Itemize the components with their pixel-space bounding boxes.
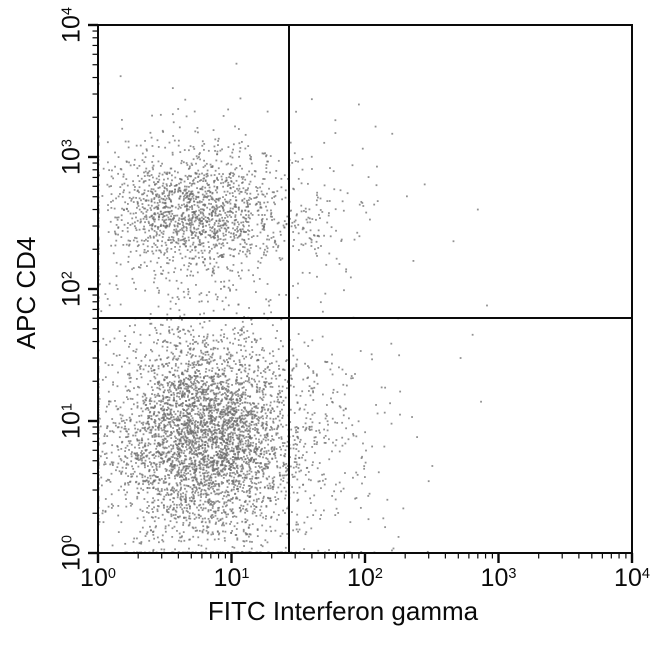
x-tick-label-1e2: 102 xyxy=(347,564,383,592)
x-axis-title: FITC Interferon gamma xyxy=(207,596,479,626)
y-tick-label-1e1: 101 xyxy=(57,403,86,439)
y-tick-label-1e3: 103 xyxy=(57,139,86,175)
x-tick-label-1e3: 103 xyxy=(480,564,517,592)
y-tick-label-1e0: 100 xyxy=(57,535,86,571)
quadrant-gate-vertical-line xyxy=(287,25,291,553)
x-tick-label-1e0: 100 xyxy=(80,564,116,592)
y-axis-title: APC CD4 xyxy=(11,236,41,350)
y-tick-label-1e4: 104 xyxy=(57,7,86,43)
y-tick-label-1e2: 102 xyxy=(57,271,86,307)
x-tick-label-1e1: 101 xyxy=(213,564,250,592)
x-tick-label-1e4: 104 xyxy=(614,564,650,592)
quadrant-gate-horizontal-line xyxy=(98,317,632,320)
